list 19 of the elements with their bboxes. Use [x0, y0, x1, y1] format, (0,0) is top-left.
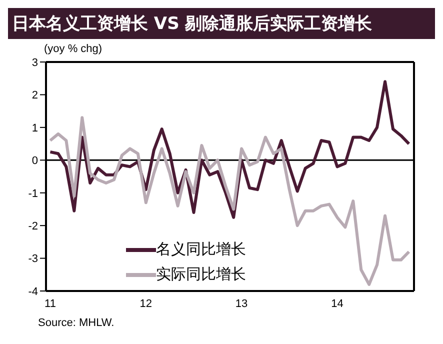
legend-label: 名义同比增长 — [156, 240, 246, 259]
y-tick-label: 3 — [32, 56, 38, 69]
x-tick-label: 11 — [44, 298, 56, 310]
line-series — [48, 80, 410, 219]
y-tick-label: -1 — [28, 188, 38, 200]
x-tick-label: 12 — [140, 298, 152, 310]
y-tick-label: -2 — [28, 220, 38, 232]
legend-label: 实际同比增长 — [156, 265, 246, 284]
y-tick-label: 2 — [32, 90, 38, 102]
y-tick-label: 0 — [32, 155, 38, 168]
line-series — [48, 116, 410, 286]
source-note: Source: MHLW. — [38, 317, 116, 329]
y-axis-title: (yoy % chg) — [44, 43, 104, 55]
y-tick-label: 1 — [32, 122, 38, 134]
chart-title: 日本名义工资增长 VS 剔除通胀后实际工资增长 — [8, 8, 435, 39]
y-tick-label: -3 — [28, 253, 38, 266]
x-tick-label: 14 — [331, 298, 344, 310]
y-tick-label: -4 — [28, 286, 38, 298]
x-tick-label: 13 — [235, 298, 248, 310]
